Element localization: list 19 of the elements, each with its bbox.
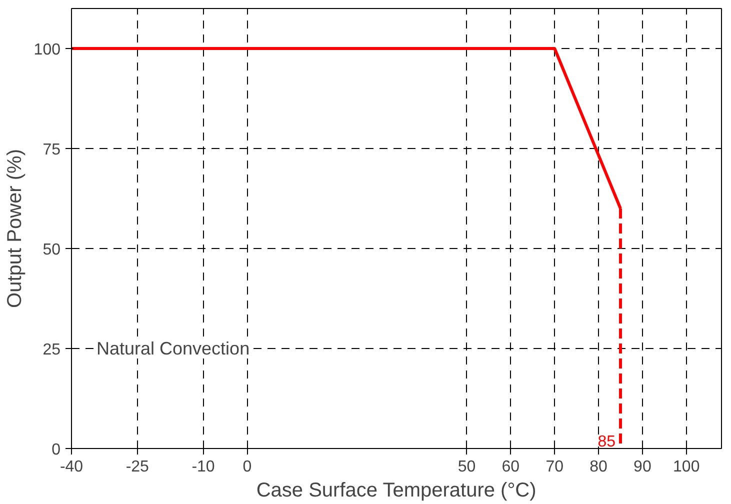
annotation: Natural Convection xyxy=(96,338,250,358)
y-axis-title: Output Power (%) xyxy=(4,149,26,308)
y-tick-label: 75 xyxy=(42,142,61,158)
x-tick-label: -10 xyxy=(192,458,215,476)
y-tick-label: 25 xyxy=(42,342,61,358)
x-tick-label: 70 xyxy=(546,458,564,476)
x-axis-title: Case Surface Temperature (°C) xyxy=(256,480,536,502)
x-tick-label: 60 xyxy=(502,458,520,476)
y-tick-label: 0 xyxy=(52,442,61,458)
x-tick-label: 100 xyxy=(673,458,700,476)
x-tick-label: -40 xyxy=(60,458,84,476)
y-tick-label: 100 xyxy=(34,42,61,58)
annotation: 85 xyxy=(598,434,616,450)
x-tick-label: 0 xyxy=(242,458,252,476)
x-tick-label: 50 xyxy=(458,458,476,476)
x-tick-label: 90 xyxy=(634,458,652,476)
x-tick-label: -25 xyxy=(126,458,150,476)
y-tick-label: 50 xyxy=(42,242,61,258)
x-tick-label: 80 xyxy=(590,458,608,476)
